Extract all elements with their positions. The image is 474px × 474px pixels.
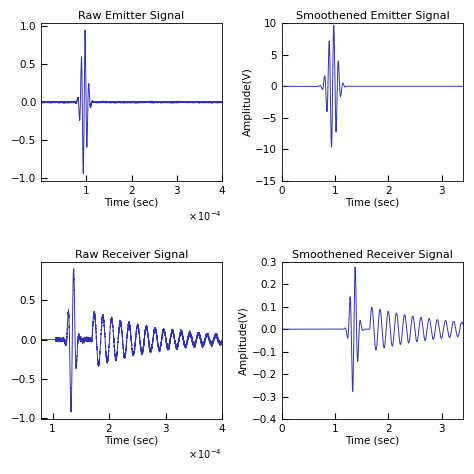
Y-axis label: Amplitude(V): Amplitude(V) <box>243 68 253 137</box>
Y-axis label: Amplitude(V): Amplitude(V) <box>239 306 249 375</box>
Title: Raw Receiver Signal: Raw Receiver Signal <box>75 249 188 259</box>
Text: $\times\,10^{-4}$: $\times\,10^{-4}$ <box>188 209 222 223</box>
X-axis label: Time (sec): Time (sec) <box>104 197 159 207</box>
X-axis label: Time (sec): Time (sec) <box>346 436 400 446</box>
Title: Smoothened Receiver Signal: Smoothened Receiver Signal <box>292 249 453 259</box>
X-axis label: Time (sec): Time (sec) <box>346 197 400 207</box>
X-axis label: Time (sec): Time (sec) <box>104 436 159 446</box>
Title: Smoothened Emitter Signal: Smoothened Emitter Signal <box>296 11 449 21</box>
Text: $\times\,10^{-4}$: $\times\,10^{-4}$ <box>188 447 222 461</box>
Title: Raw Emitter Signal: Raw Emitter Signal <box>79 11 185 21</box>
